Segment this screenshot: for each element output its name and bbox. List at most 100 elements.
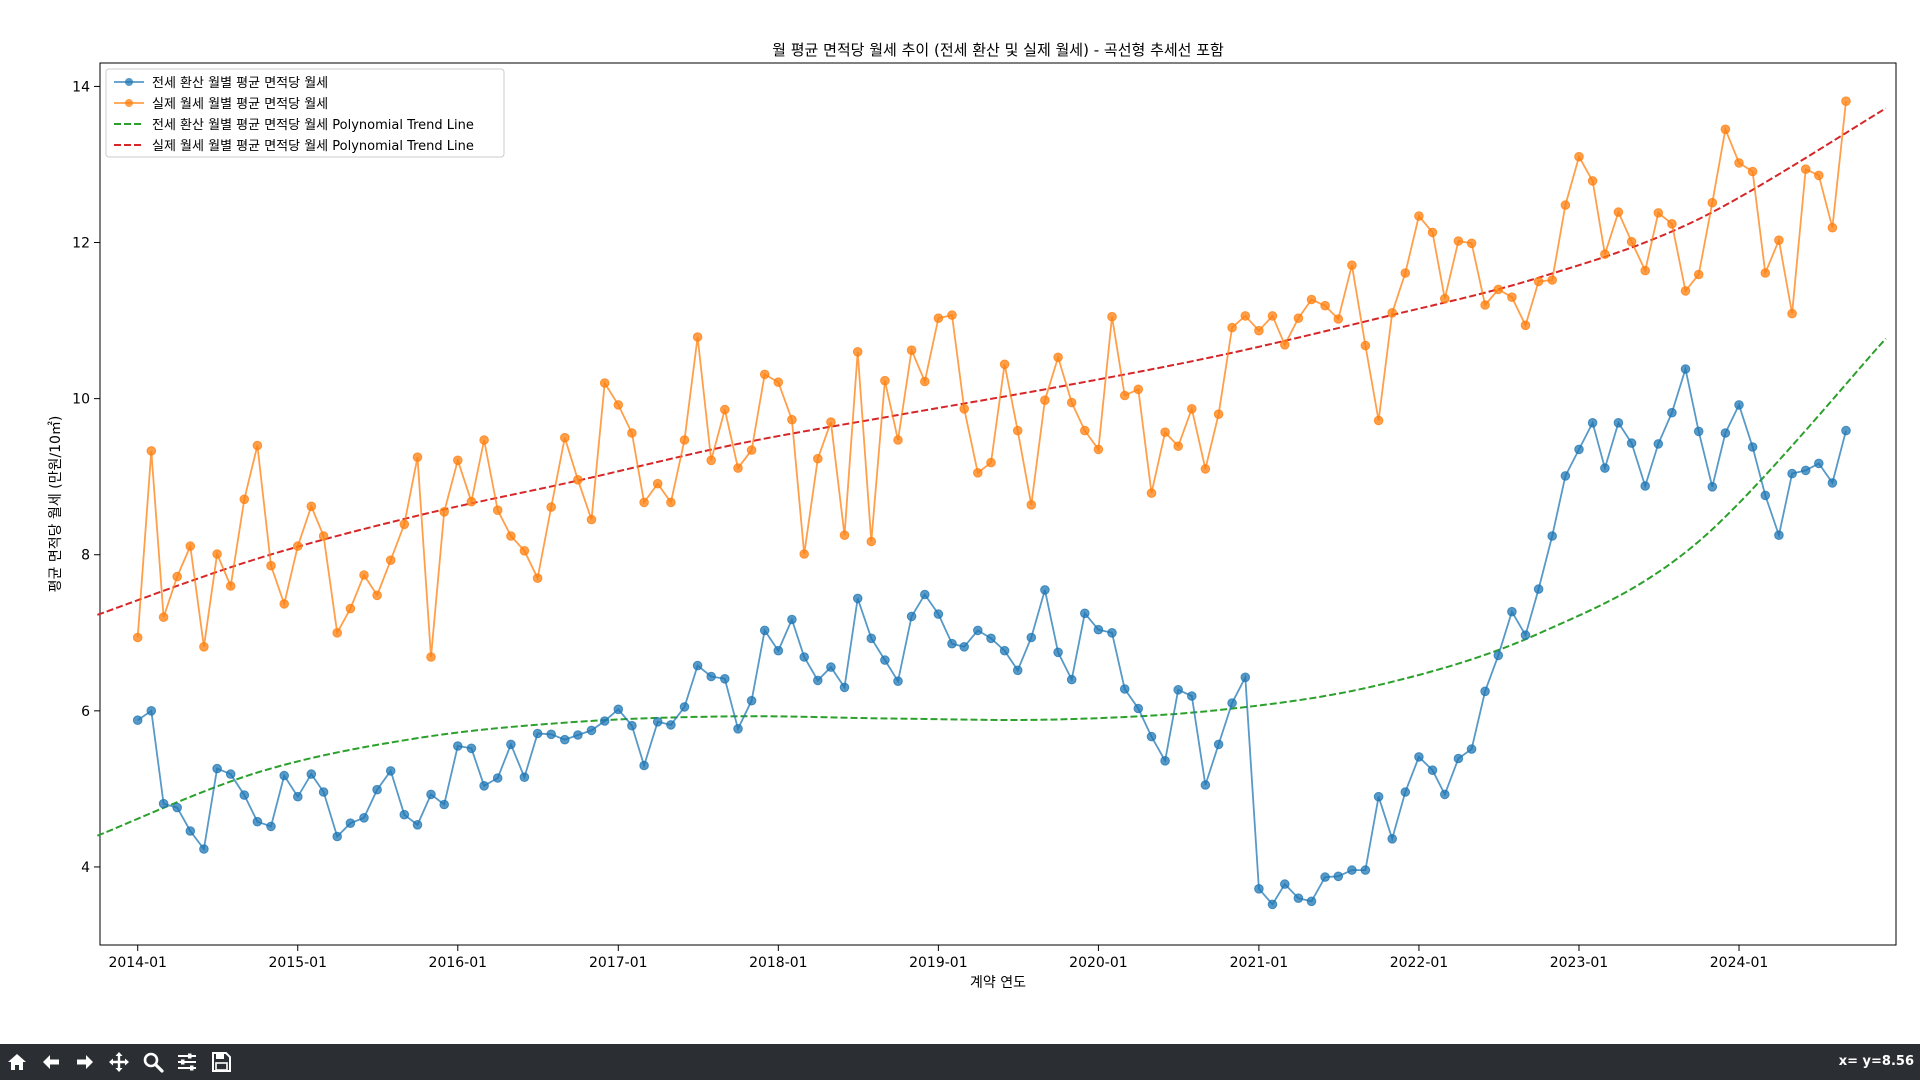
wolse-series-point (1200, 464, 1211, 474)
arrow-left-icon (43, 1055, 59, 1069)
wolse-series-point (1734, 158, 1744, 168)
jeonse-series-point (813, 675, 823, 686)
wolse-series-point (679, 435, 690, 445)
wolse-series-point (372, 590, 382, 601)
wolse-series-point (906, 345, 917, 356)
jeonse-series-point (692, 660, 703, 671)
wolse-series-point (1774, 235, 1784, 245)
jeonse-series-point (506, 739, 516, 750)
y-tick-label: 12 (72, 236, 90, 252)
jeonse-series-point (359, 813, 369, 823)
x-tick-label: 2022-01 (1390, 955, 1449, 971)
save-button[interactable] (206, 1047, 236, 1077)
jeonse-series-point (1160, 756, 1170, 766)
jeonse-series-point (1747, 442, 1758, 452)
wolse-series-point (1333, 314, 1344, 324)
jeonse-series-point (225, 769, 236, 779)
zoom-button[interactable] (138, 1047, 168, 1077)
wolse-series-point (1080, 425, 1090, 436)
jeonse-series-point (546, 729, 557, 740)
wolse-series-point (627, 428, 637, 438)
wolse-series-point (1012, 425, 1023, 436)
jeonse-series-point (1187, 691, 1197, 701)
jeonse-series-point (746, 695, 757, 706)
pan-button[interactable] (104, 1047, 134, 1077)
jeonse-series-point (158, 798, 169, 809)
wolse-series-point (706, 455, 717, 466)
wolse-series-point (1360, 340, 1371, 351)
jeonse-series-point (453, 741, 463, 751)
wolse-series-point (279, 599, 290, 609)
x-tick-label: 2016-01 (429, 955, 488, 971)
jeonse-series-point (146, 706, 157, 716)
wolse-series-point (306, 501, 317, 512)
wolse-series-point (959, 404, 970, 414)
jeonse-series-point (787, 614, 797, 625)
jeonse-series-point (1680, 364, 1691, 374)
jeonse-series-point (799, 652, 810, 662)
move-icon (109, 1052, 129, 1072)
jeonse-series-point (1613, 418, 1624, 428)
jeonse-series-point (773, 645, 784, 656)
home-button[interactable] (2, 1047, 32, 1077)
jeonse-series-point (1493, 650, 1504, 661)
jeonse-series-point (293, 791, 303, 802)
y-tick-label: 8 (81, 548, 90, 564)
jeonse-series-point (1280, 879, 1290, 889)
jeonse-series-point (1587, 418, 1598, 428)
jeonse-series-point (1520, 630, 1531, 640)
legend-swatch-marker (125, 78, 133, 86)
wolse-series-point (1414, 211, 1424, 221)
wolse-series-point (506, 531, 516, 541)
configure-subplots-button[interactable] (172, 1047, 202, 1077)
jeonse-series-point (1600, 463, 1610, 473)
wolse-series-point (1026, 500, 1037, 510)
wolse-series-point (1680, 286, 1691, 296)
jeonse-series-point (479, 781, 489, 791)
jeonse-series-point (185, 826, 196, 836)
jeonse-series-point (1626, 438, 1637, 448)
jeonse-series-point (933, 609, 944, 619)
jeonse-series-point (1119, 684, 1130, 694)
jeonse-series-point (906, 611, 917, 622)
jeonse-series-point (1814, 458, 1824, 469)
jeonse-series-point (1360, 865, 1371, 875)
wolse-series-point (453, 455, 463, 466)
wolse-series-point (573, 475, 583, 485)
x-tick-label: 2014-01 (108, 955, 167, 971)
jeonse-series-point (1347, 865, 1357, 875)
wolse-series-point (1267, 311, 1278, 321)
wolse-series-point (1480, 300, 1490, 310)
wolse-series-point (399, 519, 410, 530)
wolse-series-point (1787, 308, 1797, 319)
wolse-series-point (813, 453, 823, 464)
wolse-series-point (1053, 352, 1063, 363)
wolse-series-point (920, 376, 930, 387)
wolse-series-point (132, 632, 143, 643)
coordinate-readout: x= y=8.56 (1838, 1054, 1914, 1069)
jeonse-series-point (1440, 789, 1450, 800)
x-tick-label: 2020-01 (1069, 955, 1128, 971)
jeonse-series-point (639, 760, 649, 771)
jeonse-series-point (1240, 672, 1251, 683)
jeonse-series-point (893, 676, 903, 687)
wolse-series-point (519, 546, 530, 556)
legend-label: 전세 환산 월별 평균 면적당 월세 (152, 76, 328, 91)
magnifier-icon (143, 1052, 164, 1073)
legend-swatch-marker (125, 99, 133, 107)
jeonse-series-point (1373, 791, 1384, 802)
jeonse-series-point (1667, 407, 1677, 418)
back-button[interactable] (36, 1047, 66, 1077)
jeonse-series-point (706, 671, 717, 682)
jeonse-series-point (880, 655, 890, 665)
wolse-series-point (252, 440, 263, 451)
jeonse-series-point (599, 716, 610, 726)
forward-button[interactable] (70, 1047, 100, 1077)
wolse-series-point (613, 400, 624, 410)
jeonse-series-point (666, 720, 676, 730)
jeonse-series-point (132, 715, 143, 726)
jeonse-series-point (212, 763, 222, 774)
jeonse-series-point (720, 674, 730, 684)
jeonse-series-point (279, 770, 290, 781)
jeonse-series-point (1387, 834, 1397, 844)
